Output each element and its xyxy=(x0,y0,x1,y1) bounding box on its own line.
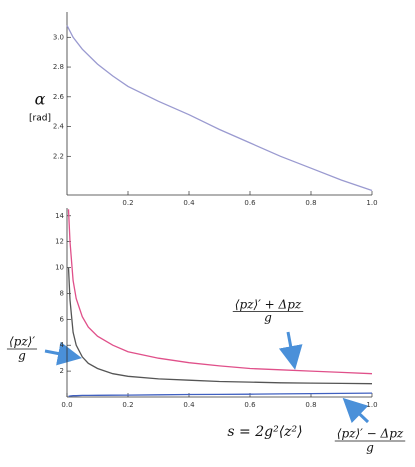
y-tick-label: 10 xyxy=(55,264,64,272)
y-tick-label: 6 xyxy=(60,315,65,323)
x-tick-label: 0.6 xyxy=(244,401,256,409)
x-tick-label: 0.2 xyxy=(122,199,133,207)
x-tick-label: 1.0 xyxy=(366,199,377,207)
x-tick-label: 0.4 xyxy=(183,199,195,207)
annotation-denominator: g xyxy=(366,441,374,455)
x-tick-label: 0.6 xyxy=(244,199,256,207)
series-line xyxy=(66,25,373,192)
y-tick-label: 3.0 xyxy=(53,33,64,41)
y-tick-label: 2 xyxy=(60,367,64,375)
arrow xyxy=(278,331,303,370)
y-tick-label: 12 xyxy=(55,238,64,246)
y-tick-label: 2.6 xyxy=(53,93,65,101)
y-axis-label: α xyxy=(35,90,46,109)
y-tick-label: 4 xyxy=(60,341,65,349)
arrow xyxy=(44,341,82,366)
x-tick-label: 1.0 xyxy=(366,401,377,409)
series-line xyxy=(67,209,373,375)
x-tick-label: 0.8 xyxy=(305,199,316,207)
y-tick-label: 8 xyxy=(60,289,64,297)
x-tick-label: 0.0 xyxy=(61,401,72,409)
series-line xyxy=(68,392,373,398)
annotation-numerator: ⟨pz⟩′ + Δpz xyxy=(235,298,302,312)
y-tick-label: 14 xyxy=(55,212,64,220)
y-tick-label: 2.2 xyxy=(53,152,64,160)
y-tick-label: 2.8 xyxy=(53,63,64,71)
series-line xyxy=(67,267,373,385)
x-axis-label: s = 2g²⟨z²⟩ xyxy=(227,424,302,440)
arrows xyxy=(44,331,370,424)
x-tick-label: 0.8 xyxy=(305,401,316,409)
annotation-numerator: ⟨pz⟩′ xyxy=(9,335,35,349)
x-tick-label: 0.2 xyxy=(122,401,133,409)
annotation-denominator: g xyxy=(264,311,272,325)
y-axis-unit: [rad] xyxy=(29,114,51,124)
annotation-numerator: ⟨pz⟩′ − Δpz xyxy=(337,427,404,441)
annotation-denominator: g xyxy=(18,349,26,363)
arrow xyxy=(342,397,370,424)
x-tick-label: 0.4 xyxy=(183,401,195,409)
y-tick-label: 2.4 xyxy=(53,123,65,131)
